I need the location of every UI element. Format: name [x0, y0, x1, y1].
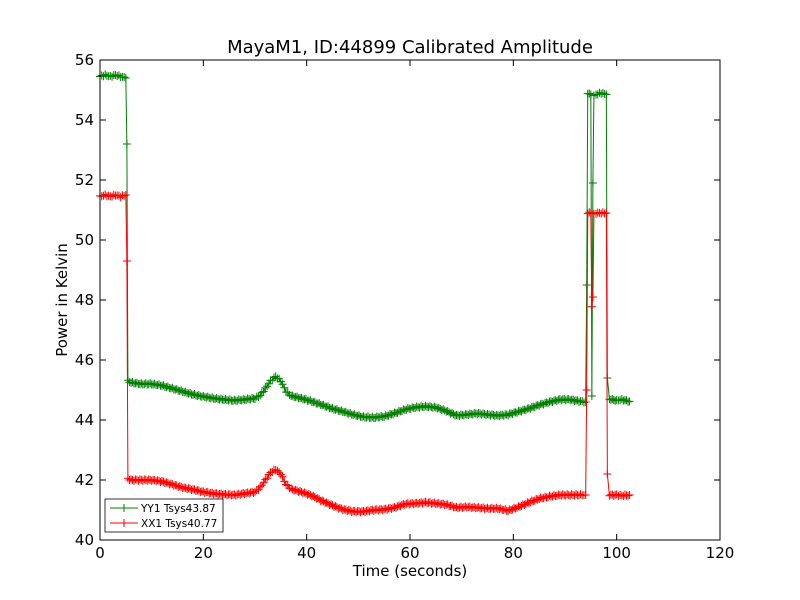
data-point-marker: [278, 472, 287, 481]
data-point-marker: [582, 386, 591, 394]
data-point-marker: [585, 208, 594, 217]
data-point-marker: [593, 90, 602, 99]
legend-box: [104, 498, 224, 533]
legend-label-yy1: YY1 Tsys43.87: [140, 503, 216, 515]
data-point-marker: [576, 490, 585, 499]
data-point-marker: [625, 397, 634, 406]
y-axis-label: Power in Kelvin: [53, 243, 71, 357]
y-tick-label: 42: [75, 471, 94, 489]
data-point-marker: [101, 190, 110, 199]
data-point-marker: [588, 293, 597, 301]
data-point-marker: [259, 387, 268, 396]
data-point-marker: [261, 475, 270, 484]
data-point-marker: [578, 397, 587, 406]
data-point-marker: [101, 70, 110, 79]
series-yy1: [96, 70, 634, 422]
y-tick-label: 46: [75, 351, 94, 369]
data-point-marker: [581, 491, 590, 499]
data-point-marker: [269, 373, 278, 382]
data-point-marker: [273, 466, 282, 475]
y-tick-label: 44: [75, 411, 94, 429]
data-point-marker: [603, 470, 612, 478]
data-point-marker: [602, 209, 611, 217]
data-point-marker: [104, 191, 113, 200]
data-point-marker: [254, 392, 263, 401]
legend-label-xx1: XX1 Tsys40.77: [141, 518, 217, 530]
data-point-marker: [582, 281, 591, 289]
data-point-marker: [257, 388, 266, 397]
x-axis: 0 20 40 60 80 100 120: [95, 60, 734, 562]
y-tick-label: 40: [75, 531, 94, 549]
x-tick-label: 100: [602, 544, 631, 562]
data-point-marker: [113, 72, 122, 81]
data-point-marker: [108, 72, 117, 81]
y-tick-label: 52: [75, 171, 94, 189]
data-point-marker: [120, 191, 129, 200]
data-point-marker: [109, 190, 118, 199]
data-point-marker: [276, 470, 285, 479]
x-tick-label: 60: [400, 544, 419, 562]
data-point-marker: [280, 383, 289, 392]
data-point-marker: [263, 474, 272, 483]
legend-entry-yy1: YY1 Tsys43.87: [110, 503, 216, 515]
data-point-marker: [598, 208, 607, 217]
data-point-marker: [587, 392, 596, 400]
x-tick-label: 80: [504, 544, 523, 562]
data-point-marker: [587, 302, 596, 311]
data-point-marker: [121, 74, 130, 82]
legend-entry-xx1: XX1 Tsys40.77: [110, 518, 217, 530]
data-point-marker: [114, 71, 123, 80]
legend-marker: [120, 504, 128, 512]
data-point-marker: [624, 491, 633, 500]
legend: YY1 Tsys43.87 XX1 Tsys40.77: [104, 498, 224, 533]
data-point-marker: [588, 179, 597, 187]
series-layer: [96, 70, 634, 517]
data-point-marker: [285, 390, 294, 399]
data-point-marker: [116, 193, 125, 202]
y-tick-label: 50: [75, 231, 94, 249]
x-tick-label: 20: [194, 544, 213, 562]
data-point-marker: [256, 482, 265, 491]
chart-title: MayaM1, ID:44899 Calibrated Amplitude: [227, 37, 593, 58]
data-point-marker: [589, 91, 598, 100]
data-point-marker: [598, 89, 607, 98]
data-point-marker: [122, 257, 131, 265]
data-point-marker: [600, 209, 609, 218]
data-point-marker: [271, 466, 280, 475]
plot-background: [100, 60, 720, 540]
x-tick-label: 0: [95, 544, 105, 562]
data-point-marker: [595, 208, 604, 217]
plot-area: [96, 59, 721, 541]
data-point-marker: [261, 383, 270, 392]
y-tick-label: 54: [75, 111, 94, 129]
data-point-marker: [108, 192, 117, 201]
data-point-marker: [120, 73, 129, 82]
x-axis-label: Time (seconds): [352, 562, 468, 580]
data-point-marker: [600, 89, 609, 98]
y-axis: 40 42 44 46 48 50 52 54 56: [75, 51, 720, 549]
data-point-marker: [264, 379, 273, 388]
data-point-marker: [122, 140, 131, 148]
x-tick-label: 40: [297, 544, 316, 562]
data-point-marker: [259, 478, 268, 487]
y-tick-label: 56: [75, 51, 94, 69]
data-point-marker: [121, 191, 130, 199]
x-tick-label: 120: [706, 544, 735, 562]
data-point-marker: [581, 398, 590, 406]
data-point-marker: [602, 90, 611, 99]
data-point-marker: [106, 71, 115, 80]
data-point-marker: [282, 480, 290, 489]
y-tick-label: 48: [75, 291, 94, 309]
data-point-marker: [612, 490, 621, 499]
data-point-marker: [278, 380, 287, 389]
legend-marker: [120, 519, 128, 527]
series-xx1: [96, 190, 634, 517]
data-point-marker: [625, 491, 634, 499]
data-point-marker: [585, 89, 594, 98]
